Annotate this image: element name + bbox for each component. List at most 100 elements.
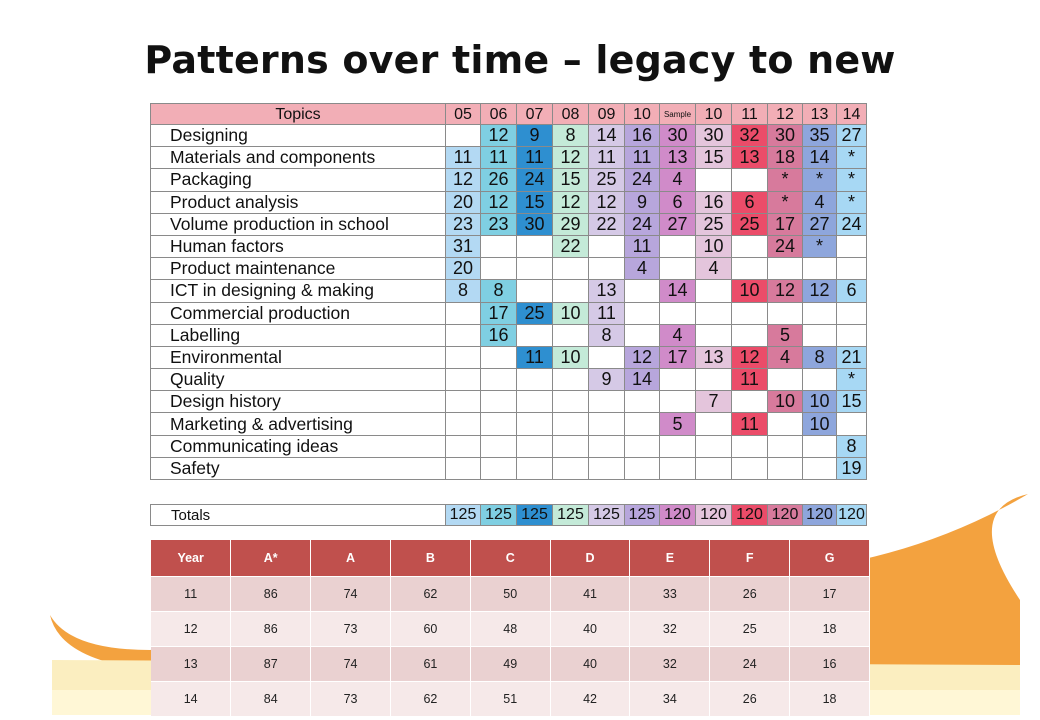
topic-cell xyxy=(802,257,837,281)
topic-cell: 17 xyxy=(767,212,803,236)
topic-cell xyxy=(516,412,553,436)
topic-cell: 22 xyxy=(588,212,625,236)
totals-cell: 120 xyxy=(731,504,768,526)
grade-cell: 25 xyxy=(709,611,791,647)
topic-cell xyxy=(445,323,481,347)
topic-cell: 9 xyxy=(624,190,660,214)
topic-cell: 16 xyxy=(624,123,660,148)
topic-cell: 12 xyxy=(480,190,517,214)
grade-cell: 84 xyxy=(230,681,312,716)
grade-header-cell: D xyxy=(550,540,631,577)
grade-header-cell: E xyxy=(629,540,711,577)
topic-cell xyxy=(659,456,696,481)
topic-cell xyxy=(695,434,732,458)
topic-cell: 25 xyxy=(731,212,768,236)
topic-cell xyxy=(552,279,589,303)
topic-cell: 22 xyxy=(552,234,589,259)
topic-cell: 11 xyxy=(624,234,660,259)
topic-cell: 10 xyxy=(802,390,837,414)
totals-cell: 120 xyxy=(836,504,867,526)
grade-cell: 40 xyxy=(550,646,631,682)
column-header: 09 xyxy=(588,103,625,125)
topic-cell xyxy=(767,368,803,392)
topic-cell: 13 xyxy=(588,279,625,303)
topic-cell xyxy=(480,345,517,370)
topic-label: Packaging xyxy=(150,168,446,192)
grade-header-cell: A* xyxy=(230,540,312,577)
topic-cell xyxy=(552,390,589,414)
grade-cell: 32 xyxy=(629,646,711,682)
topic-cell xyxy=(624,412,660,436)
topic-cell: * xyxy=(836,368,867,392)
topic-cell: 9 xyxy=(516,123,553,148)
topic-cell: 6 xyxy=(659,190,696,214)
topic-row: Commercial production 17 25 10 11 xyxy=(150,301,867,325)
topic-cell xyxy=(731,456,768,481)
grade-cell: 14 xyxy=(151,681,232,716)
topic-label: Environmental xyxy=(150,345,446,370)
topic-cell xyxy=(480,412,517,436)
topic-cell: 8 xyxy=(836,434,867,458)
grade-cell: 18 xyxy=(789,681,870,716)
topic-row: Volume production in school 23 23 30 29 22 24 2… xyxy=(150,212,867,236)
topic-cell xyxy=(480,456,517,481)
topic-cell: 11 xyxy=(516,345,553,370)
topic-label: Product maintenance xyxy=(150,257,446,281)
topic-cell xyxy=(659,390,696,414)
topic-cell: 10 xyxy=(552,301,589,325)
topic-row: Labelling 16 8 4 5 xyxy=(150,323,867,347)
topic-cell: 15 xyxy=(836,390,867,414)
topic-cell: 4 xyxy=(767,345,803,370)
topic-cell: 4 xyxy=(659,323,696,347)
totals-cell: 120 xyxy=(695,504,732,526)
topic-cell: 13 xyxy=(659,146,696,170)
topic-row: Designing 12 9 8 14 16 30 30 32 30 35 27 xyxy=(150,123,867,148)
topic-cell xyxy=(588,434,625,458)
topic-cell: * xyxy=(802,234,837,259)
topic-cell: 12 xyxy=(731,345,768,370)
grade-row: 11 86 74 62 50 41 33 26 17 xyxy=(151,576,870,612)
topic-cell: * xyxy=(767,190,803,214)
topic-cell xyxy=(695,301,732,325)
grade-cell: 61 xyxy=(390,646,471,682)
topic-cell xyxy=(445,301,481,325)
topic-cell xyxy=(802,456,837,481)
topic-cell xyxy=(588,456,625,481)
topic-row: Marketing & advertising 5 11 10 xyxy=(150,412,867,436)
topic-cell: 25 xyxy=(695,212,732,236)
column-header: 07 xyxy=(516,103,553,125)
column-header: 12 xyxy=(767,103,803,125)
topic-cell: 27 xyxy=(659,212,696,236)
topic-cell: 19 xyxy=(836,456,867,481)
topic-cell: 14 xyxy=(624,368,660,392)
totals-cell: 120 xyxy=(659,504,696,526)
totals-cell: 125 xyxy=(552,504,589,526)
topic-cell: 8 xyxy=(588,323,625,347)
topic-cell xyxy=(516,279,553,303)
topic-cell: 35 xyxy=(802,123,837,148)
topic-cell: 7 xyxy=(695,390,732,414)
topic-label: ICT in designing & making xyxy=(150,279,446,303)
column-header: 08 xyxy=(552,103,589,125)
column-header: 13 xyxy=(802,103,837,125)
topic-row: Materials and components 11 11 11 12 11 11 13 15… xyxy=(150,146,867,170)
column-header: 10 xyxy=(624,103,660,125)
grade-cell: 86 xyxy=(230,611,312,647)
topic-label: Quality xyxy=(150,368,446,392)
topic-cell: 26 xyxy=(480,168,517,192)
topic-cell: 11 xyxy=(624,146,660,170)
topic-label: Commercial production xyxy=(150,301,446,325)
topic-cell: 4 xyxy=(802,190,837,214)
topic-cell: 8 xyxy=(802,345,837,370)
grade-cell: 11 xyxy=(151,576,232,612)
topic-cell: 10 xyxy=(731,279,768,303)
topic-label: Product analysis xyxy=(150,190,446,214)
topic-cell: 23 xyxy=(480,212,517,236)
topic-cell xyxy=(516,434,553,458)
topic-cell: 4 xyxy=(695,257,732,281)
topic-cell: 10 xyxy=(802,412,837,436)
topic-cell: 17 xyxy=(480,301,517,325)
topic-row: Environmental 11 10 12 17 13 12 4 8 21 xyxy=(150,345,867,370)
topic-cell xyxy=(695,168,732,192)
topic-cell: 6 xyxy=(731,190,768,214)
